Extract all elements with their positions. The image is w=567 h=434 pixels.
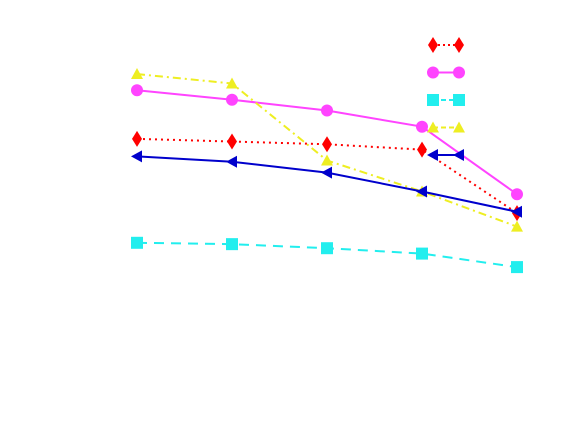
legend-marker-blue — [453, 149, 464, 161]
data-point-red-4 — [417, 141, 427, 158]
series-magenta — [131, 84, 523, 201]
data-point-blue-4 — [416, 185, 427, 198]
data-point-yellow-1 — [131, 68, 143, 80]
legend-entry-blue — [427, 149, 464, 161]
legend-marker-yellow — [453, 121, 465, 133]
legend-marker-red — [428, 37, 438, 53]
series-red — [132, 130, 522, 222]
legend-marker-cyan — [427, 94, 439, 106]
data-point-blue-3 — [321, 166, 332, 179]
data-point-magenta-1 — [131, 84, 143, 97]
data-point-cyan-3 — [321, 242, 333, 255]
data-point-yellow-3 — [321, 154, 333, 166]
legend-marker-cyan — [453, 94, 465, 106]
legend-marker-blue — [427, 149, 438, 161]
data-point-yellow-2 — [226, 77, 238, 89]
data-point-red-2 — [227, 133, 237, 150]
data-point-cyan-1 — [131, 236, 143, 249]
data-point-magenta-3 — [321, 104, 333, 117]
series-blue — [131, 150, 522, 218]
data-point-blue-2 — [226, 155, 237, 168]
data-point-blue-1 — [131, 150, 142, 163]
legend-entry-cyan — [427, 94, 465, 106]
plot-area — [131, 68, 523, 274]
legend-entry-red — [428, 37, 464, 53]
legend-entry-magenta — [427, 66, 465, 79]
legend-marker-red — [454, 37, 464, 53]
data-point-red-3 — [322, 136, 332, 153]
legend-entry-yellow — [427, 121, 465, 133]
data-point-magenta-5 — [511, 188, 523, 201]
data-point-blue-5 — [511, 205, 522, 218]
data-point-yellow-5 — [511, 220, 523, 232]
legend-marker-yellow — [427, 121, 439, 133]
data-point-red-1 — [132, 130, 142, 147]
series-cyan — [131, 236, 523, 274]
data-point-cyan-4 — [416, 247, 428, 260]
legend — [427, 37, 465, 161]
legend-marker-magenta — [427, 66, 439, 79]
data-point-magenta-2 — [226, 93, 238, 106]
data-point-magenta-4 — [416, 120, 428, 133]
data-point-cyan-2 — [226, 238, 238, 251]
legend-marker-magenta — [453, 66, 465, 79]
data-point-cyan-5 — [511, 261, 523, 274]
